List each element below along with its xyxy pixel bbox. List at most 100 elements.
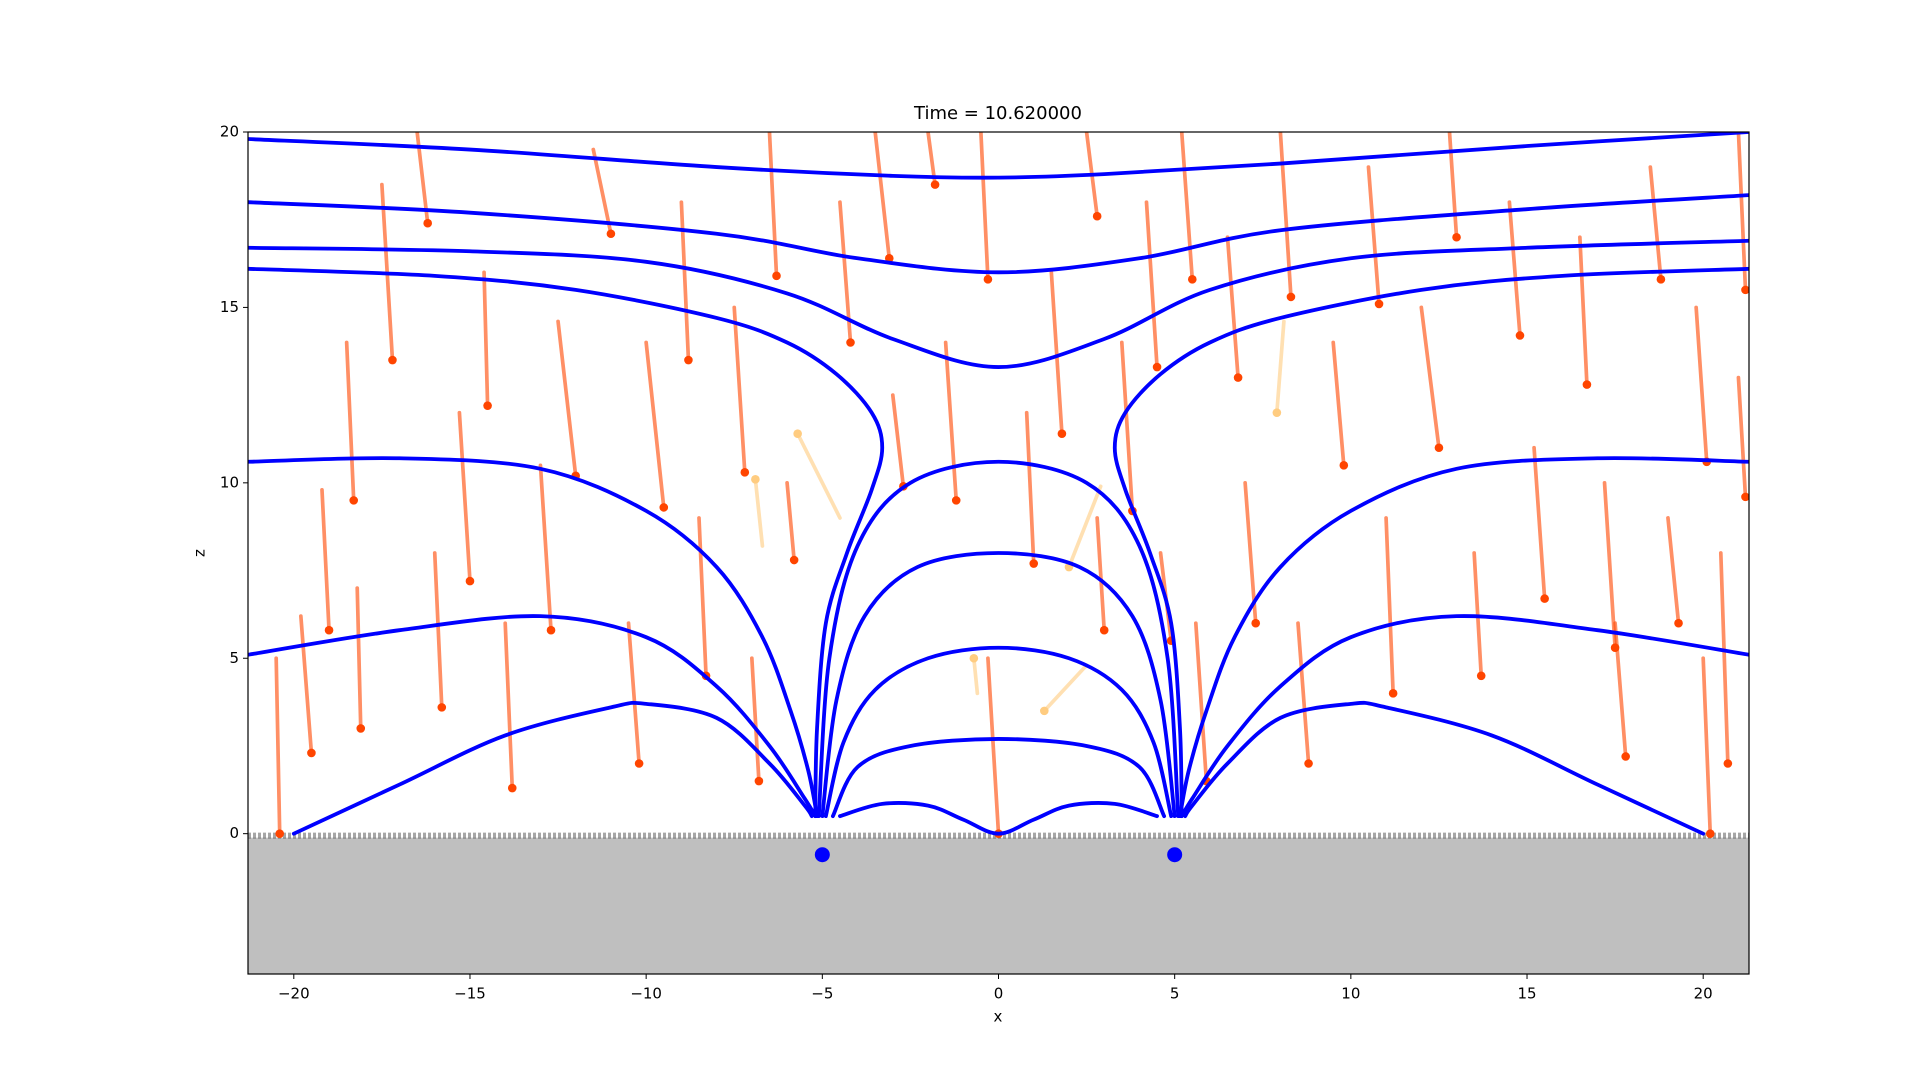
particle-track-head — [1374, 299, 1384, 309]
field-line — [248, 238, 1749, 369]
field-line — [816, 459, 1181, 819]
particle-track-head — [740, 468, 750, 477]
particle-track — [538, 463, 553, 633]
particle-track-head — [1656, 275, 1666, 284]
particle-track — [1578, 235, 1589, 387]
particle-track-head — [423, 218, 432, 228]
y-axis-label: z — [191, 549, 209, 557]
particle-track-head — [1304, 759, 1313, 768]
particle-track-head — [846, 338, 855, 347]
x-tick-label: 5 — [1170, 985, 1180, 1003]
x-tick-label: 15 — [1517, 985, 1536, 1003]
field-line — [248, 266, 885, 819]
particle-track-head — [275, 829, 285, 838]
particle-track — [1507, 200, 1522, 338]
faded-track-head — [969, 653, 979, 663]
particle-track-head — [884, 253, 894, 263]
faded-track-head — [793, 429, 802, 439]
particle-track — [785, 480, 796, 562]
faded-track — [971, 656, 980, 696]
field-line — [1112, 266, 1749, 819]
particle-track-head — [1434, 443, 1444, 453]
particle-track-head — [507, 783, 517, 793]
particle-track-head — [1741, 285, 1749, 295]
particle-track — [1419, 305, 1441, 450]
particle-track — [873, 132, 892, 261]
particle-track-head — [1233, 373, 1243, 382]
particle-track-head — [951, 496, 961, 505]
particle-track-head — [1092, 211, 1102, 221]
field-line — [1179, 614, 1749, 819]
x-tick-label: 20 — [1694, 985, 1713, 1003]
particle-track — [1736, 375, 1748, 499]
particle-track-head — [659, 503, 669, 512]
particle-track — [1095, 516, 1107, 633]
particle-track-head — [1476, 671, 1486, 681]
faded-track-head — [751, 475, 760, 484]
particle-track-head — [930, 180, 940, 189]
y-tick-label: 10 — [220, 473, 239, 491]
particle-track — [344, 340, 356, 503]
particle-track — [626, 621, 641, 766]
faded-track — [1042, 663, 1089, 713]
particle-track-head — [1741, 492, 1749, 502]
particle-track-head — [1099, 625, 1109, 635]
particle-track — [1602, 480, 1617, 650]
field-line — [248, 456, 819, 819]
particle-track — [943, 340, 959, 503]
particle-track — [1613, 621, 1628, 759]
particle-track-head — [437, 703, 447, 712]
particle-track-head — [1251, 618, 1261, 628]
particle-track — [503, 621, 515, 790]
particle-track-head — [684, 355, 693, 365]
particle-track-head — [983, 275, 993, 284]
particle-track-head — [772, 271, 781, 281]
particle-track — [556, 319, 578, 478]
particle-track-head — [324, 625, 334, 635]
particle-track — [1119, 340, 1135, 513]
particle-track-head — [1582, 380, 1592, 389]
y-tick-label: 0 — [229, 824, 239, 842]
chart-title: Time = 10.620000 — [913, 103, 1082, 124]
particle-track-head — [1540, 594, 1549, 603]
particle-track — [1532, 445, 1547, 601]
particle-track-head — [307, 748, 316, 758]
field-line — [1183, 700, 1706, 836]
faded-track-head — [1272, 408, 1282, 417]
field-line — [291, 700, 814, 836]
particle-track-head — [606, 229, 616, 239]
field-line — [248, 132, 1749, 180]
magnetic-source — [814, 847, 830, 863]
particle-track — [679, 200, 691, 362]
particle-track — [1701, 656, 1713, 836]
particle-track — [1179, 132, 1195, 282]
particle-track — [1296, 621, 1311, 766]
field-line — [248, 614, 818, 819]
particle-track — [1666, 516, 1681, 626]
field-line — [838, 801, 1159, 836]
particle-track — [457, 410, 472, 583]
field-line — [1178, 456, 1749, 819]
particle-track-head — [483, 401, 492, 410]
particle-track — [320, 488, 331, 633]
particle-track — [591, 147, 613, 236]
particle-track-head — [1452, 232, 1461, 242]
particle-track-head — [349, 496, 359, 505]
particle-track-head — [1388, 689, 1398, 698]
ground — [248, 837, 1749, 974]
particle-track — [299, 614, 314, 755]
particle-track-head — [465, 576, 475, 586]
faded-track — [1275, 319, 1286, 415]
particle-track — [1384, 516, 1395, 696]
particle-track-head — [1152, 362, 1162, 372]
particle-track — [355, 586, 363, 731]
particle-track — [986, 656, 1001, 836]
particle-track-head — [1339, 460, 1349, 470]
particle-track — [1736, 132, 1748, 292]
particle-track-head — [1723, 759, 1733, 768]
particle-track-head — [388, 355, 397, 365]
faded-track — [1067, 484, 1103, 569]
particle-track — [1049, 270, 1064, 436]
